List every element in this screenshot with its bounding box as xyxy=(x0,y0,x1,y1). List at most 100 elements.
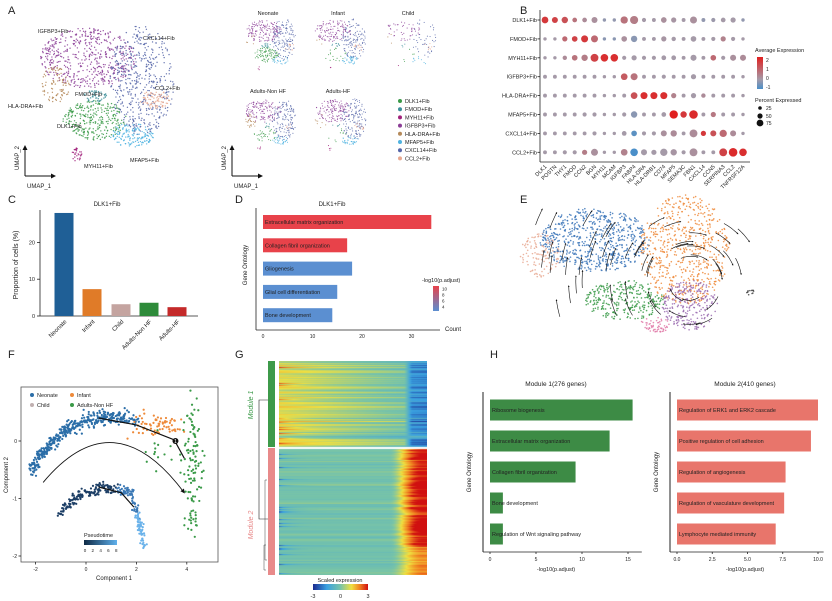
cell-point xyxy=(547,224,550,226)
umap-cluster-point xyxy=(127,77,129,80)
umap-cluster-point xyxy=(148,107,150,110)
umap-cluster-point xyxy=(82,28,84,30)
cell-point xyxy=(685,284,688,286)
umap-cluster-point xyxy=(149,98,152,101)
cell-point xyxy=(717,253,720,256)
cell-point xyxy=(428,47,430,49)
cell-point xyxy=(247,121,249,123)
cell-point xyxy=(704,239,707,242)
cell-point xyxy=(281,135,283,138)
cell-point xyxy=(724,234,726,237)
cell-point xyxy=(280,143,282,145)
cell-point xyxy=(288,108,291,110)
cell-point xyxy=(252,24,254,26)
cell-point xyxy=(705,241,707,244)
cell-point xyxy=(258,24,260,26)
cell-point xyxy=(593,220,595,223)
cell-point xyxy=(347,139,349,141)
cell-point xyxy=(590,248,593,251)
umap-cluster-point xyxy=(115,126,117,128)
umap-cluster-point xyxy=(65,121,67,124)
umap-cluster-point xyxy=(114,133,116,135)
cell-point xyxy=(686,290,689,292)
umap-cluster-point xyxy=(60,34,62,36)
cell-point xyxy=(697,265,700,268)
umap-cluster-point xyxy=(99,53,102,55)
umap-cluster-point xyxy=(123,55,126,57)
cell-point xyxy=(340,128,343,130)
cell-point xyxy=(246,110,248,112)
cell-point xyxy=(711,213,714,215)
umap-cluster-point xyxy=(128,102,131,105)
cell-point xyxy=(529,241,531,243)
cell-point xyxy=(285,24,287,26)
umap-cluster-point xyxy=(103,97,105,99)
cell-point xyxy=(718,218,721,221)
cell-point xyxy=(339,30,341,32)
cell-point xyxy=(348,126,350,128)
cell-point xyxy=(670,260,673,263)
cell-point xyxy=(661,226,664,229)
cell-point xyxy=(349,55,352,57)
umap-cluster-point xyxy=(168,73,170,75)
umap-cluster-point xyxy=(154,75,157,78)
cell-point xyxy=(540,275,542,277)
cell-point xyxy=(536,258,538,260)
cell-point xyxy=(529,270,532,273)
cell-point xyxy=(650,227,653,230)
umap-cluster-point xyxy=(139,101,142,103)
dotplot-dot xyxy=(701,18,706,22)
cell-point xyxy=(265,34,267,36)
cell-point xyxy=(619,226,622,228)
umap-cluster-point xyxy=(125,68,127,70)
umap-cluster-point xyxy=(106,114,108,116)
umap-cluster-point xyxy=(120,137,122,140)
cell-point xyxy=(348,114,350,116)
umap-cluster-point xyxy=(43,90,46,93)
cell-point xyxy=(333,107,335,109)
cell-point xyxy=(643,250,645,252)
cell-point xyxy=(577,208,580,211)
dotplot-dot xyxy=(730,54,737,61)
umap-cluster-point xyxy=(99,30,102,33)
umap-cluster-point xyxy=(106,40,108,43)
cell-point xyxy=(619,216,621,219)
cell-point xyxy=(556,260,558,263)
cell-point xyxy=(603,244,606,246)
umap-cluster-point xyxy=(105,127,108,129)
cell-point xyxy=(359,101,361,103)
dotplot-dot xyxy=(651,112,656,117)
cell-point xyxy=(700,212,702,214)
umap-cluster-point xyxy=(60,94,63,96)
y-tick-label: 20 xyxy=(29,240,35,246)
cell-point xyxy=(557,250,560,253)
umap-cluster-point xyxy=(124,70,126,72)
umap-cluster-point xyxy=(156,81,159,83)
cell-point xyxy=(688,205,691,208)
umap-cluster-point xyxy=(147,45,149,48)
bar xyxy=(263,215,432,229)
cell-point xyxy=(558,261,561,264)
umap-cluster-point xyxy=(55,99,58,102)
umap-cluster-point xyxy=(123,69,125,71)
umap-cluster-point xyxy=(75,84,77,86)
cell-point xyxy=(358,104,360,107)
cell-point xyxy=(686,198,689,200)
cell-point xyxy=(275,41,277,43)
cell-point xyxy=(318,39,320,41)
cell-point xyxy=(599,262,601,265)
cell-point xyxy=(274,51,276,53)
umap-cluster-point xyxy=(156,99,159,101)
cell-point xyxy=(393,23,395,25)
umap-cluster-point xyxy=(112,127,115,129)
dotplot-dot xyxy=(581,149,588,155)
cell-point xyxy=(659,288,661,291)
cell-point xyxy=(700,234,702,236)
dotplot-dot xyxy=(543,56,547,60)
umap-cluster-point xyxy=(89,117,91,119)
cell-point xyxy=(285,124,287,126)
umap-cluster-point xyxy=(132,111,134,113)
umap-cluster-point xyxy=(46,59,49,61)
cell-point xyxy=(689,206,692,209)
cell-point xyxy=(650,230,653,233)
